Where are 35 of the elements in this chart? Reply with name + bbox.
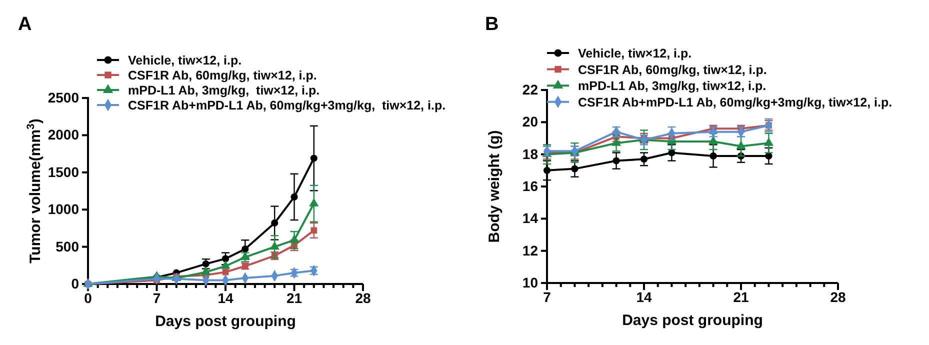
x-tick-label: 21 <box>733 288 749 305</box>
x-tick-label: 7 <box>152 290 161 306</box>
legend-label: mPD-L1 Ab, 3mg/kg, tiw×12, i.p. <box>578 79 766 94</box>
y-tick-label: 1000 <box>48 201 80 218</box>
y-tick-label: 10 <box>522 274 538 290</box>
y-tick-label: 16 <box>522 178 538 194</box>
x-tick-label: 28 <box>830 288 846 305</box>
legend-label: Vehicle, tiw×12, i.p. <box>128 54 242 68</box>
x-tick-label: 14 <box>636 288 652 305</box>
y-tick-label: 2000 <box>48 126 80 143</box>
x-tick-label: 28 <box>355 290 371 306</box>
y-tick-label: 0 <box>71 275 80 292</box>
x-tick-label: 14 <box>218 290 234 306</box>
chart-title: A <box>18 14 32 35</box>
x-tick-label: 7 <box>543 288 552 305</box>
chart-title: B <box>485 14 499 35</box>
y-tick-label: 1500 <box>48 164 80 180</box>
x-axis-title: Days post grouping <box>155 313 296 330</box>
legend-label: Vehicle, tiw×12, i.p. <box>578 46 692 60</box>
y-tick-label: 18 <box>522 146 538 162</box>
y-tick-label: 14 <box>522 210 538 226</box>
y-tick-label: 2500 <box>48 89 80 106</box>
legend-label: CSF1R Ab, 60mg/kg, tiw×12, i.p. <box>128 68 317 82</box>
x-tick-label: 0 <box>84 290 92 306</box>
legend-label: CSF1R Ab+mPD-L1 Ab, 60mg/kg+3mg/kg, tiw×12, i.p. <box>578 95 892 110</box>
y-tick-label: 20 <box>522 114 538 130</box>
legend-label: CSF1R Ab+mPD-L1 Ab, 60mg/kg+3mg/kg, tiw×12, i.p. <box>128 98 446 112</box>
y-axis-title: Body weight (g) <box>486 130 503 243</box>
x-axis-title: Days post grouping <box>622 312 763 329</box>
y-tick-label: 12 <box>522 242 538 258</box>
y-tick-label: 22 <box>522 81 538 98</box>
y-tick-label: 500 <box>56 238 80 254</box>
legend-label: CSF1R Ab, 60mg/kg, tiw×12, i.p. <box>578 62 767 77</box>
x-tick-label: 21 <box>286 290 302 306</box>
legend-label: mPD-L1 Ab, 3mg/kg, tiw×12, i.p. <box>128 84 320 98</box>
